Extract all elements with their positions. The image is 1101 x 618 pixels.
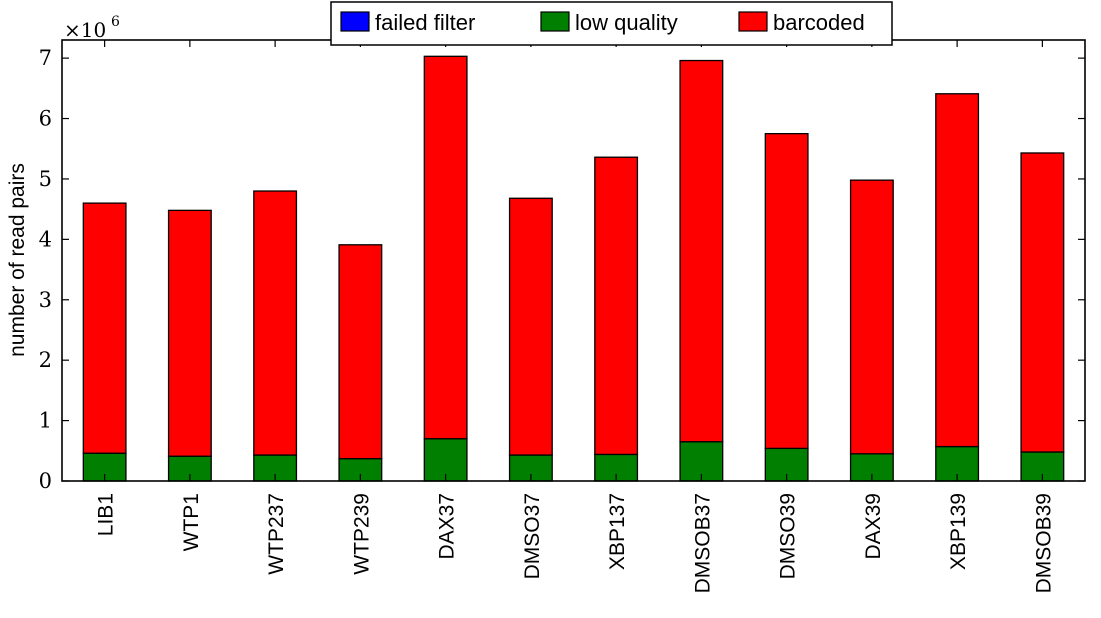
y-tick-label: 3 (39, 288, 52, 312)
x-tick-label-dax37: DAX37 (436, 493, 459, 560)
x-tick-label-lib1: LIB1 (95, 493, 118, 536)
x-tick-label-xbp139: XBP139 (947, 493, 970, 570)
bar-barcoded-dmsob39 (1020, 152, 1065, 453)
y-tick-label: 7 (39, 46, 52, 70)
x-tick-label-dmso37: DMSO37 (521, 493, 544, 579)
y-tick-label: 4 (39, 227, 52, 251)
bar-barcoded-dax37 (423, 55, 468, 440)
y-scale-offset: ×10 6 (64, 14, 120, 42)
bar-barcoded-xbp139 (935, 93, 980, 448)
legend-swatch-low-quality (540, 11, 570, 32)
x-tick-label-wtp239: WTP239 (350, 493, 373, 575)
bar-barcoded-dmsob37 (679, 59, 724, 443)
legend-label-barcoded: barcoded (773, 10, 865, 35)
bar-barcoded-dmso39 (764, 132, 809, 450)
y-tick-label: 1 (39, 409, 52, 433)
y-scale-exponent: 6 (111, 14, 120, 30)
y-tick-label: 2 (39, 348, 52, 372)
bar-barcoded-wtp237 (253, 190, 298, 456)
plot-frame (61, 39, 1086, 482)
y-axis: 0 1 2 3 4 5 6 7 (39, 46, 1085, 493)
x-tick-label-wtp237: WTP237 (265, 493, 288, 575)
y-tick-label: 0 (39, 469, 52, 493)
x-tick-label-xbp137: XBP137 (606, 493, 629, 570)
x-tick-label-dmsob39: DMSOB39 (1032, 493, 1055, 593)
legend-swatch-failed-filter (340, 11, 370, 32)
bar-barcoded-wtp1 (167, 209, 212, 457)
y-scale-base: ×10 (64, 18, 106, 42)
legend-swatch-barcoded (738, 11, 768, 32)
bar-barcoded-xbp137 (594, 156, 639, 456)
y-axis-label: number of read pairs (6, 163, 29, 357)
x-tick-label-dmsob37: DMSOB37 (691, 493, 714, 593)
bar-barcoded-lib1 (82, 202, 127, 454)
x-tick-label-wtp1: WTP1 (180, 493, 203, 551)
x-tick-label-dax39: DAX39 (862, 493, 885, 560)
bar-barcoded-dmso37 (508, 197, 553, 456)
legend: failed filter low quality barcoded (330, 1, 893, 46)
y-tick-label: 6 (39, 107, 52, 131)
x-axis: LIB1 WTP1 WTP237 WTP239 DAX37 DMSO37 XBP137 DMS… (95, 40, 1055, 593)
legend-label-failed-filter: failed filter (375, 10, 475, 35)
bar-barcoded-dax39 (849, 179, 894, 455)
legend-label-low-quality: low quality (575, 10, 678, 35)
x-tick-label-dmso39: DMSO39 (777, 493, 800, 579)
legend-box (330, 1, 893, 46)
bar-barcoded-wtp239 (338, 244, 383, 460)
y-tick-label: 5 (39, 167, 52, 191)
bars-layer (82, 55, 1065, 482)
